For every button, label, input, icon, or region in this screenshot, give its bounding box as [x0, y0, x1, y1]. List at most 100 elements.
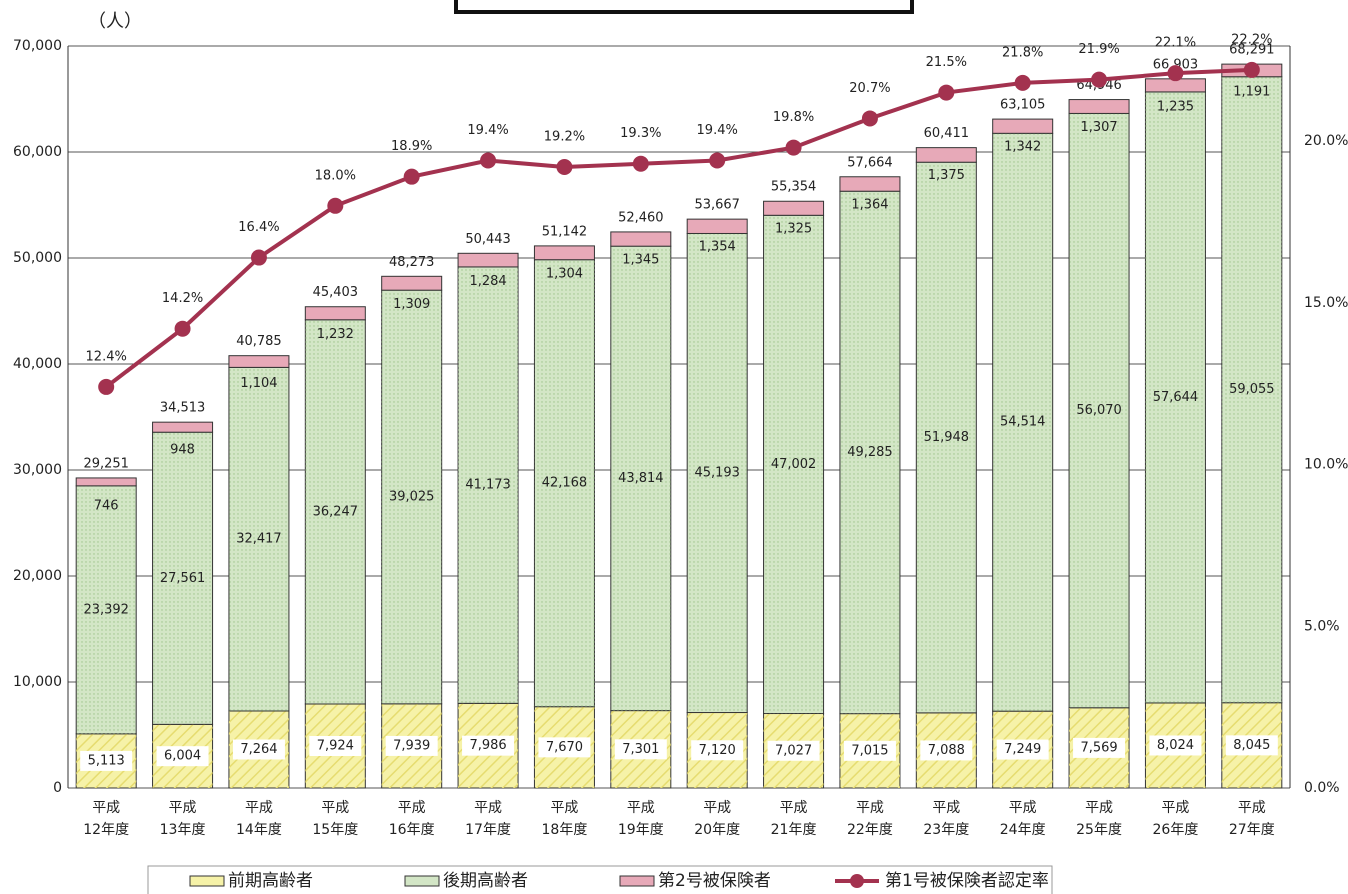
label-bg	[462, 735, 515, 756]
x-tick-label: 27年度	[1229, 822, 1275, 838]
data-label: 54,514	[1000, 415, 1046, 430]
data-label: 7,249	[1004, 742, 1041, 757]
bar-segment	[304, 306, 366, 321]
x-tick-label: 平成	[627, 800, 655, 816]
y-tick-label: 30,000	[13, 462, 62, 478]
x-tick-label: 21年度	[771, 822, 817, 838]
x-tick-label: 12年度	[83, 822, 129, 838]
x-tick-label: 25年度	[1076, 822, 1122, 838]
label-bg	[767, 740, 820, 761]
x-tick-label: 18年度	[542, 822, 588, 838]
x-tick-label: 16年度	[389, 822, 435, 838]
data-label: 45,193	[694, 466, 740, 481]
data-label: 7,027	[775, 743, 812, 758]
data-label: 1,235	[1157, 99, 1194, 114]
total-label: 45,403	[313, 285, 359, 300]
rate-label: 19.3%	[620, 126, 661, 141]
label-bg	[309, 736, 362, 757]
label-bg	[1225, 735, 1278, 756]
bar-segment	[1068, 99, 1130, 114]
y2-tick-label: 20.0%	[1304, 133, 1348, 149]
legend	[147, 865, 1053, 894]
data-label: 7,301	[622, 742, 659, 757]
total-label: 51,142	[542, 224, 588, 239]
label-bg	[1149, 735, 1202, 756]
total-label: 63,105	[1000, 98, 1046, 113]
data-label: 1,342	[1004, 140, 1041, 155]
total-label: 29,251	[83, 456, 129, 471]
label-bg	[232, 739, 285, 760]
x-tick-label: 平成	[932, 800, 960, 816]
legend-label: 第2号被保険者	[658, 871, 771, 891]
y2-tick-label: 15.0%	[1304, 295, 1348, 311]
label-bg	[156, 746, 209, 767]
rate-label: 22.2%	[1231, 32, 1272, 47]
bar-segment	[75, 477, 137, 487]
data-label: 5,113	[88, 753, 125, 768]
total-label: 55,354	[771, 180, 817, 195]
bar-segment	[610, 231, 672, 247]
total-label: 52,460	[618, 210, 664, 225]
total-label: 40,785	[236, 334, 282, 349]
data-label: 7,986	[469, 738, 506, 753]
rate-point	[327, 197, 344, 214]
total-label: 34,513	[160, 401, 206, 416]
y-tick-label: 20,000	[13, 568, 62, 584]
x-tick-label: 22年度	[847, 822, 893, 838]
data-label: 51,948	[924, 430, 970, 445]
data-label: 41,173	[465, 478, 511, 493]
data-label: 59,055	[1229, 382, 1275, 397]
data-label: 57,644	[1153, 390, 1199, 405]
label-bg	[614, 739, 667, 760]
x-tick-label: 平成	[1238, 800, 1266, 816]
data-label: 746	[94, 498, 119, 513]
data-label: 1,284	[469, 274, 506, 289]
data-label: 948	[170, 443, 195, 458]
y2-tick-label: 5.0%	[1304, 618, 1340, 634]
data-label: 56,070	[1076, 403, 1122, 418]
data-label: 1,354	[699, 240, 736, 255]
rate-label: 16.4%	[238, 220, 279, 235]
data-label: 42,168	[542, 476, 588, 491]
data-label: 1,364	[851, 197, 888, 212]
rate-point	[938, 84, 955, 101]
rate-point	[174, 320, 191, 337]
label-bg	[385, 735, 438, 756]
y-tick-label: 0	[53, 780, 62, 796]
data-label: 32,417	[236, 532, 282, 547]
label-bg	[691, 740, 744, 761]
legend-label: 前期高齢者	[228, 871, 313, 891]
bar-segment	[228, 355, 290, 368]
rate-point	[403, 168, 420, 185]
x-tick-label: 平成	[780, 800, 808, 816]
x-tick-label: 平成	[92, 800, 120, 816]
rate-line	[104, 67, 1252, 389]
data-label: 43,814	[618, 471, 664, 486]
y2-tick-label: 10.0%	[1304, 457, 1348, 473]
x-tick-label: 平成	[703, 800, 731, 816]
legend-label: 第1号被保険者認定率	[885, 871, 1049, 891]
rate-point	[556, 158, 573, 175]
rate-label: 18.0%	[315, 168, 356, 183]
legend-swatch	[189, 875, 225, 887]
x-tick-label: 23年度	[923, 822, 969, 838]
data-label: 1,345	[622, 252, 659, 267]
x-tick-label: 平成	[474, 800, 502, 816]
data-label: 1,104	[240, 376, 277, 391]
data-label: 6,004	[164, 749, 201, 764]
data-label: 47,002	[771, 457, 817, 472]
x-tick-label: 15年度	[312, 822, 358, 838]
rate-point	[1091, 71, 1108, 88]
data-label: 8,045	[1233, 738, 1270, 753]
rate-label: 18.9%	[391, 139, 432, 154]
total-label: 60,411	[924, 126, 970, 141]
rate-label: 19.2%	[544, 129, 585, 144]
legend-swatch	[404, 875, 440, 887]
data-label: 1,309	[393, 297, 430, 312]
rate-label: 21.5%	[926, 55, 967, 70]
data-label: 7,088	[928, 743, 965, 758]
x-tick-label: 19年度	[618, 822, 664, 838]
rate-point	[480, 152, 497, 169]
x-tick-label: 平成	[1009, 800, 1037, 816]
